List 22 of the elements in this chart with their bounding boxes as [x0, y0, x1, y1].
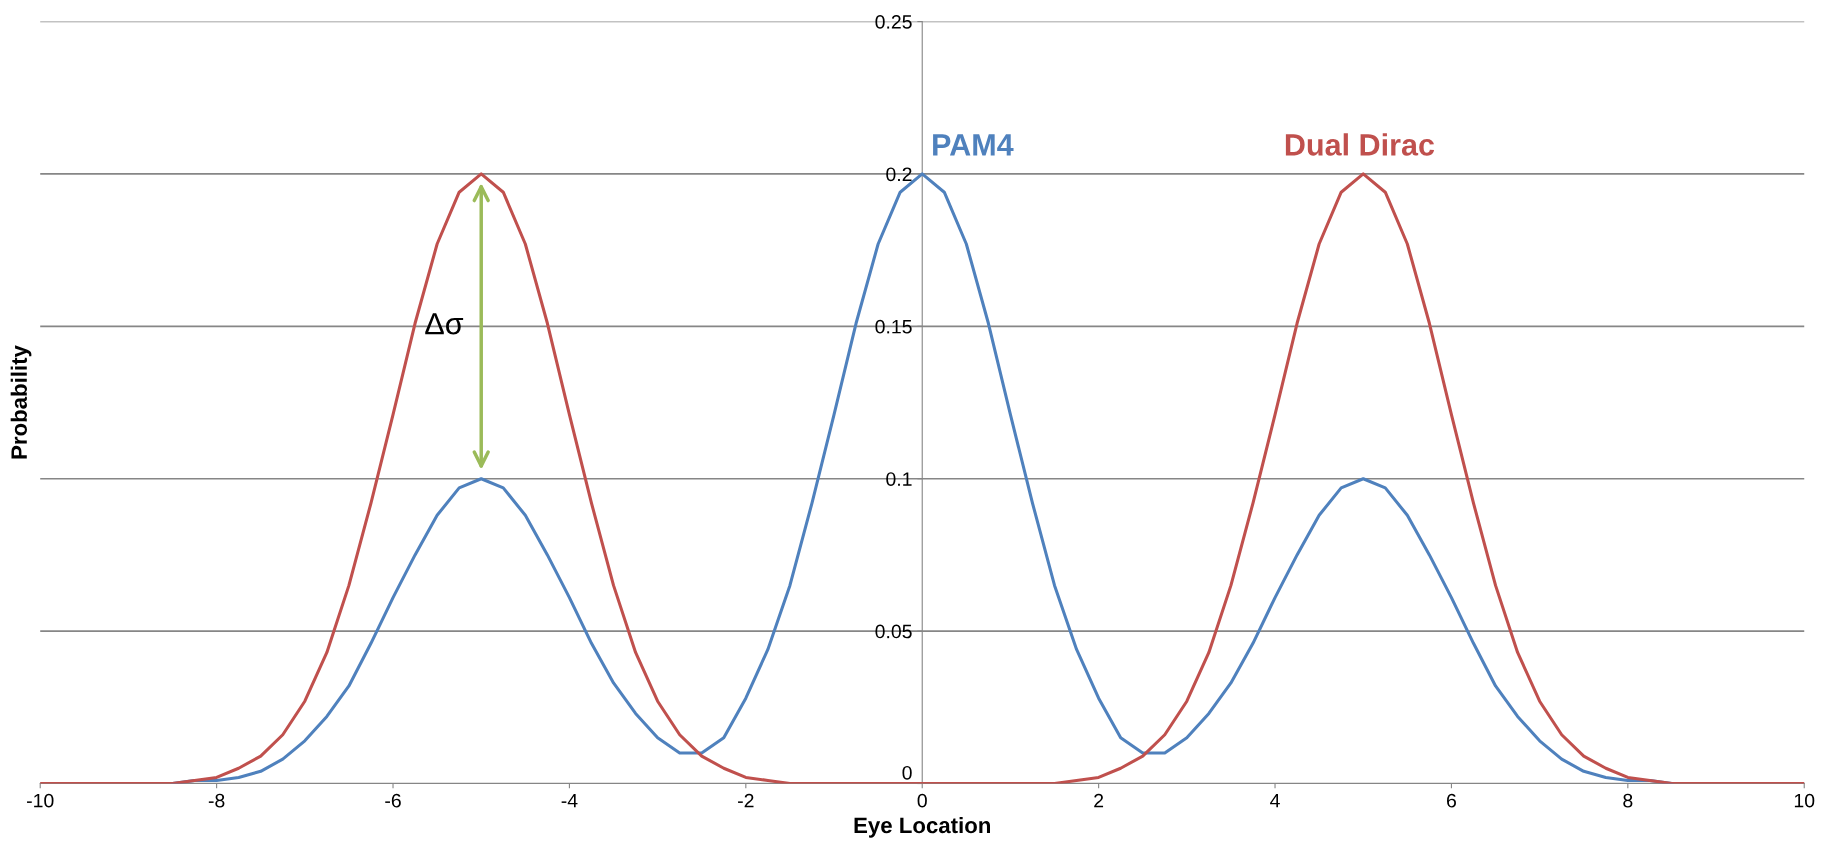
- x-tick-label: -2: [738, 793, 754, 808]
- x-tick-label: 8: [1623, 793, 1633, 808]
- series-label: Dual Dirac: [1285, 133, 1435, 156]
- y-tick-label: 0.05: [875, 624, 912, 639]
- x-tick-label: 6: [1447, 793, 1456, 808]
- y-tick-label: 0.1: [886, 472, 912, 486]
- x-tick-label: -10: [27, 793, 54, 808]
- x-tick-label: 4: [1270, 793, 1280, 808]
- x-axis-title: Eye Location: [854, 816, 991, 838]
- y-tick-label: 0.25: [875, 14, 912, 29]
- x-tick-label: -6: [385, 793, 401, 808]
- y-tick-label: 0.15: [875, 319, 912, 334]
- x-tick-label: -4: [561, 793, 578, 808]
- y-axis-title: Probability: [10, 345, 32, 459]
- x-tick-label: 2: [1094, 793, 1104, 808]
- x-tick-label: 0: [917, 793, 927, 808]
- series-label: PAM4: [933, 134, 1014, 156]
- x-tick-label: -8: [208, 793, 225, 808]
- annotation: Δσ: [425, 313, 464, 335]
- y-tick-label: 0: [902, 765, 912, 780]
- y-tick-label: 0.2: [886, 167, 912, 182]
- x-tick-label: 10: [1794, 793, 1815, 808]
